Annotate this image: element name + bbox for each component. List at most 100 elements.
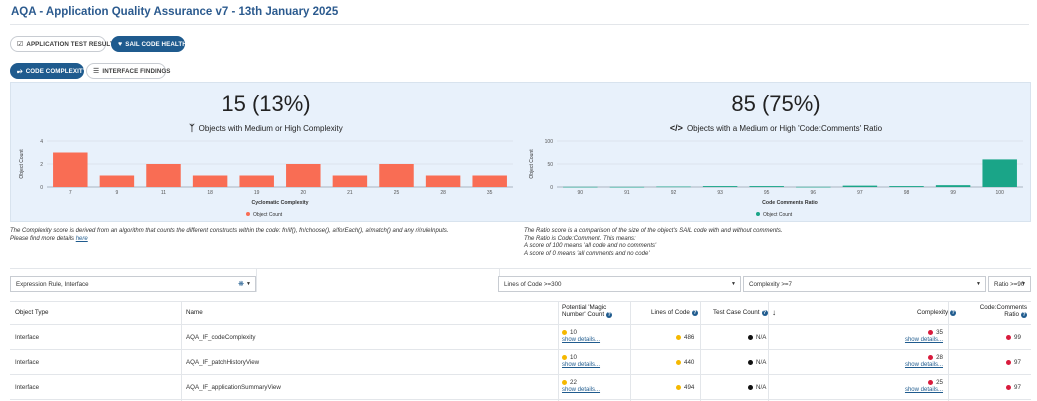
- x-tick-label: 91: [624, 190, 630, 196]
- status-dot: [562, 379, 567, 385]
- ratio-filter[interactable]: Ratio >=90 ▼: [988, 276, 1031, 292]
- lines-of-code-value: 494: [684, 384, 695, 391]
- bar: [749, 186, 784, 187]
- x-tick-label: 11: [161, 190, 166, 196]
- header-lines-of-code[interactable]: Lines of Code?: [651, 309, 698, 316]
- object-type-cell: Interface: [15, 384, 39, 391]
- help-icon[interactable]: ?: [606, 312, 613, 318]
- complexity-note-more: Please find more details here: [10, 236, 500, 244]
- header-object-type[interactable]: Object Type: [15, 309, 49, 316]
- tab-sail-code-health[interactable]: ♥ SAIL CODE HEALTH: [111, 36, 187, 52]
- branch-icon: ᛉ: [189, 123, 195, 133]
- header-magic-number[interactable]: Potential 'Magic Number' Count?: [562, 304, 613, 318]
- show-details-link[interactable]: show details...: [562, 362, 601, 368]
- complexity-value: 35: [936, 329, 943, 336]
- show-details-link[interactable]: show details...: [904, 337, 943, 343]
- object-type-filter-value: Expression Rule, Interface: [16, 280, 89, 288]
- status-dot: [928, 329, 934, 335]
- test-case-count-value: N/A: [756, 334, 767, 341]
- header-magic-number-line1: Potential 'Magic: [562, 304, 607, 311]
- help-icon[interactable]: ?: [950, 310, 957, 316]
- bar: [563, 186, 598, 188]
- col-divider: [630, 301, 631, 401]
- tab-label: CODE COMPLEXITY: [25, 67, 88, 75]
- complexity-note-text: Please find more details: [10, 235, 75, 242]
- bar: [286, 164, 321, 187]
- bar: [239, 175, 274, 187]
- header-complexity[interactable]: Complexity?: [917, 309, 957, 316]
- object-name-cell: AQA_IF_codeComplexity: [186, 334, 255, 341]
- checklist-icon: ☑: [17, 40, 24, 48]
- legend-swatch: [246, 212, 250, 216]
- object-name-text: AQA_IF_applicationSummaryView: [186, 384, 281, 391]
- magic-number-cell: 10 show details...: [562, 329, 600, 343]
- status-dot: [748, 359, 753, 365]
- object-type-text: Interface: [15, 384, 40, 391]
- table-header-border: [10, 324, 1031, 325]
- ratio-filter-value: Ratio >=90: [994, 280, 1025, 288]
- x-tick-label: 96: [811, 190, 817, 196]
- help-icon[interactable]: ?: [761, 310, 768, 316]
- header-ratio[interactable]: Code:Comments Ratio?: [978, 304, 1027, 318]
- x-tick-label: 28: [440, 190, 446, 196]
- bar: [796, 186, 831, 188]
- status-dot: [676, 384, 681, 390]
- title-divider: [10, 24, 1029, 25]
- bar: [53, 152, 88, 187]
- bar: [192, 175, 228, 187]
- header-magic-number-line2: Number' Count?: [562, 311, 613, 318]
- object-type-filter[interactable]: Expression Rule, Interface ❋ ▼: [10, 276, 256, 292]
- x-tick-label: 97: [857, 190, 863, 196]
- show-details-link[interactable]: show details...: [904, 387, 943, 393]
- lines-of-code-value: 486: [684, 334, 695, 341]
- status-dot: [676, 359, 681, 365]
- x-tick-label: 18: [207, 190, 213, 196]
- y-tick-label: 50: [547, 162, 553, 168]
- bar: [425, 175, 461, 187]
- ratio-value: 99: [1014, 334, 1021, 341]
- chevron-down-icon: ▼: [731, 281, 736, 287]
- divider: [10, 268, 1031, 269]
- complexity-filter[interactable]: Complexity >=7 ▼: [743, 276, 986, 292]
- complexity-metric-value: 15 (13%): [221, 91, 311, 116]
- col-divider: [700, 301, 701, 401]
- x-tick-label: 98: [904, 190, 910, 196]
- object-name-cell: AQA_IF_patchHistoryView: [186, 359, 259, 366]
- more-details-link[interactable]: here: [75, 235, 88, 242]
- status-dot: [928, 354, 934, 360]
- header-test-case-count[interactable]: Test Case Count?: [713, 309, 768, 316]
- status-dot: [562, 329, 567, 335]
- complexity-metric-text: Objects with Medium or High Complexity: [198, 123, 343, 133]
- bar: [332, 175, 368, 187]
- gear-icon[interactable]: ❋: [238, 281, 244, 288]
- show-details-link[interactable]: show details...: [904, 362, 943, 368]
- header-magic-number-text: Number' Count: [562, 311, 605, 318]
- bar: [656, 186, 691, 188]
- tab-code-complexity[interactable]: ⥵ CODE COMPLEXITY: [10, 63, 88, 79]
- object-type-cell: Interface: [15, 359, 39, 366]
- row-divider: [10, 349, 1031, 350]
- header-ratio-line2: Ratio?: [978, 311, 1027, 318]
- lines-of-code-filter[interactable]: Lines of Code >=300 ▼: [498, 276, 741, 292]
- lines-of-code-value: 440: [684, 359, 695, 366]
- show-details-link[interactable]: show details...: [562, 337, 601, 343]
- sort-arrow-icon[interactable]: ↓: [772, 308, 776, 317]
- y-tick-label: 100: [545, 139, 554, 145]
- x-tick-label: 19: [254, 190, 260, 196]
- help-icon[interactable]: ?: [691, 310, 698, 316]
- show-details-link[interactable]: show details...: [562, 387, 601, 393]
- status-dot: [1006, 384, 1011, 390]
- magic-number-cell: 10 show details...: [562, 354, 600, 368]
- object-type-cell: Interface: [15, 334, 39, 341]
- x-tick-label: 92: [671, 190, 677, 196]
- help-icon[interactable]: ?: [1021, 312, 1027, 318]
- x-tick-label: 9: [116, 190, 119, 196]
- tab-interface-findings[interactable]: ☰ INTERFACE FINDINGS: [86, 63, 170, 79]
- header-name[interactable]: Name: [186, 309, 203, 316]
- tab-application-test-results[interactable]: ☑ APPLICATION TEST RESULTS: [10, 36, 118, 52]
- complexity-cell: 35 show details...: [898, 329, 943, 343]
- header-test-case-count-text: Test Case Count: [713, 309, 760, 316]
- y-tick-label: 4: [40, 139, 43, 145]
- ratio-metric-value: 85 (75%): [731, 91, 821, 116]
- x-tick-label: 95: [764, 190, 770, 196]
